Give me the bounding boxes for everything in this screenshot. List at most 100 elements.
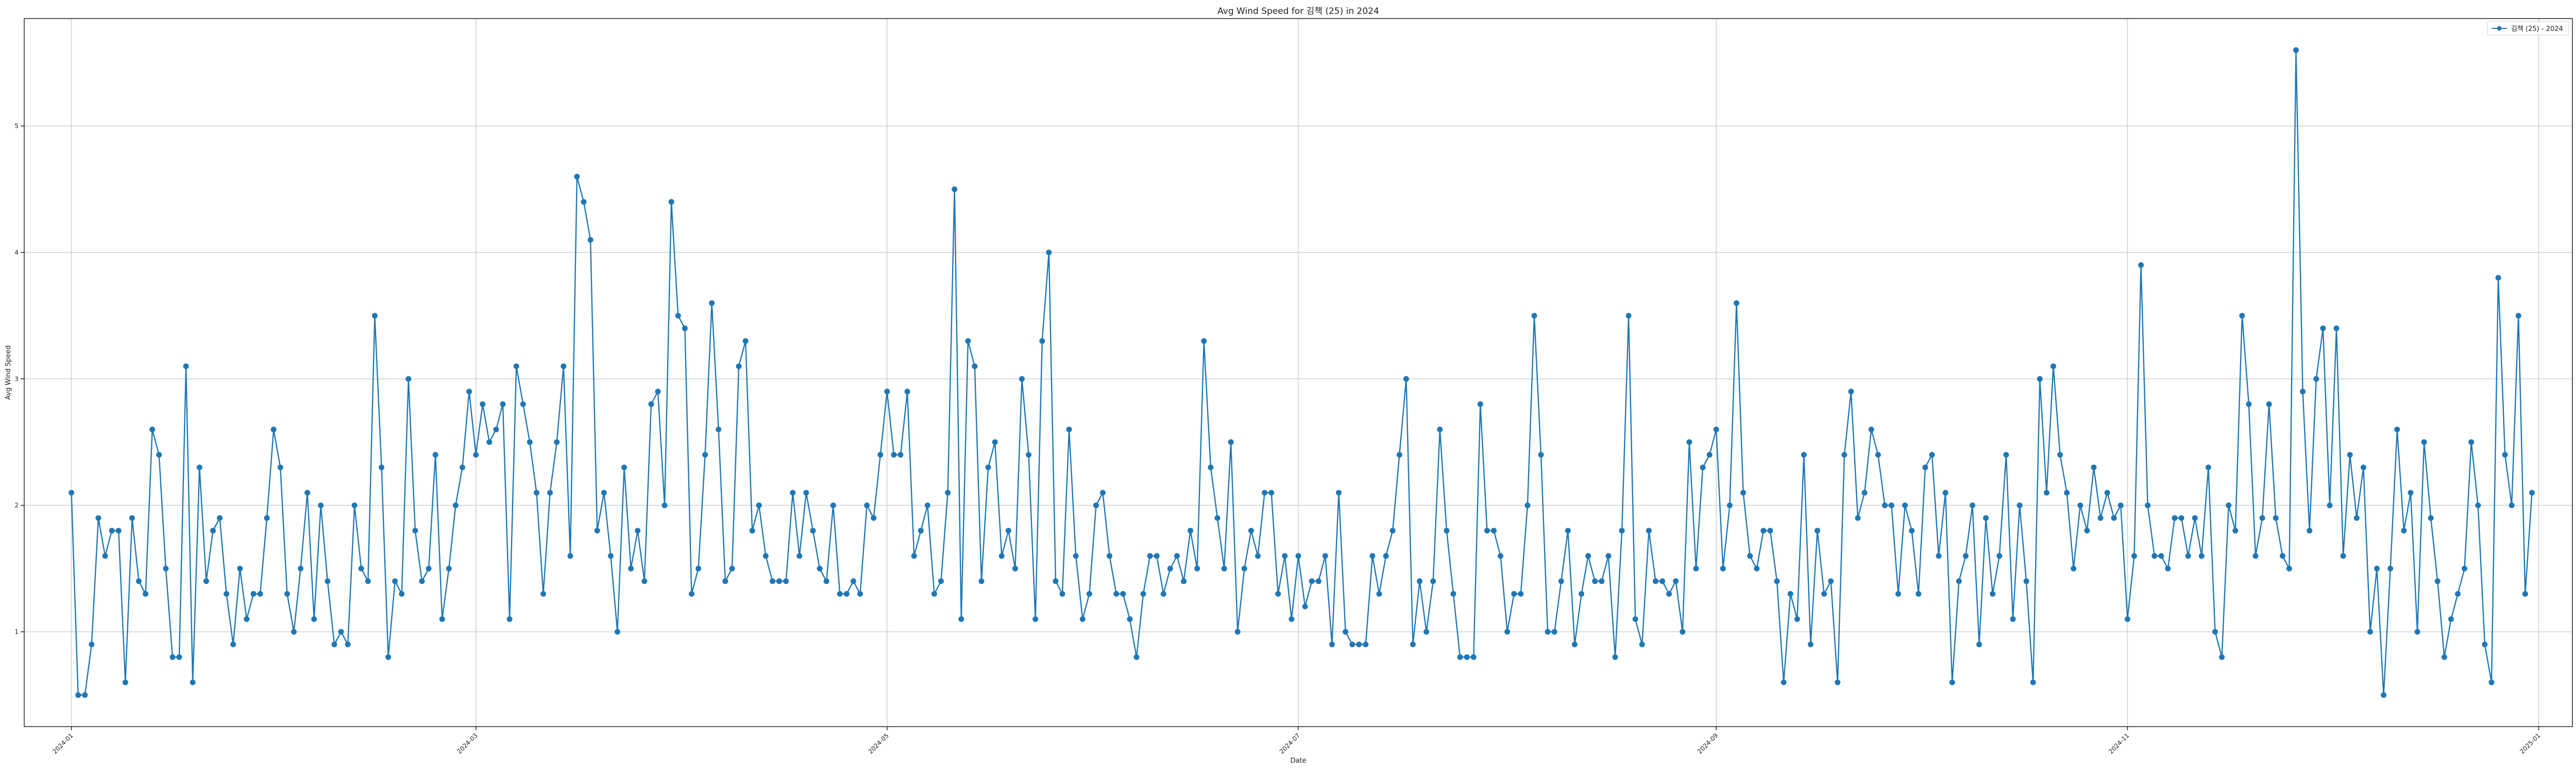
data-point xyxy=(2145,502,2151,509)
data-point xyxy=(540,591,546,597)
data-point xyxy=(1888,502,1894,509)
x-tick-label: 2024-07 xyxy=(1278,732,1301,755)
data-point xyxy=(1026,452,1032,458)
data-point xyxy=(2300,389,2306,395)
data-point xyxy=(547,490,553,496)
data-point xyxy=(1605,553,1612,559)
data-point xyxy=(419,578,425,584)
data-point xyxy=(264,515,270,521)
data-point xyxy=(607,553,614,559)
data-point xyxy=(2178,515,2184,521)
data-point xyxy=(628,565,634,572)
data-point xyxy=(2259,515,2265,521)
data-point xyxy=(2138,262,2144,268)
data-point xyxy=(817,565,823,572)
data-point xyxy=(2023,578,2029,584)
data-point xyxy=(1228,439,1234,445)
legend-marker-icon xyxy=(2497,26,2502,31)
data-point xyxy=(1868,426,1874,432)
data-point xyxy=(1295,553,1301,559)
data-point xyxy=(1133,654,1140,660)
data-point xyxy=(338,629,344,635)
data-point xyxy=(439,616,445,622)
data-point xyxy=(2084,528,2090,534)
x-tick-label: 2024-05 xyxy=(867,732,890,755)
data-point xyxy=(783,578,789,584)
data-point xyxy=(2077,502,2083,509)
data-point xyxy=(830,502,836,509)
data-point xyxy=(790,490,796,496)
data-point xyxy=(412,528,418,534)
data-point xyxy=(1558,578,1564,584)
data-point xyxy=(1592,578,1598,584)
data-point xyxy=(2502,452,2508,458)
data-point xyxy=(1423,629,1430,635)
data-point xyxy=(1706,452,1713,458)
data-point xyxy=(823,578,829,584)
data-point xyxy=(2003,452,2009,458)
data-point xyxy=(1383,553,1389,559)
data-point xyxy=(2394,426,2400,432)
data-point xyxy=(1821,591,1827,597)
data-point xyxy=(756,502,762,509)
data-point xyxy=(1066,426,1072,432)
data-point xyxy=(446,565,452,572)
x-axis-label: Date xyxy=(1290,757,1306,765)
data-point xyxy=(298,565,303,572)
data-point xyxy=(702,452,708,458)
data-point xyxy=(1700,464,1706,470)
data-point xyxy=(978,578,985,584)
data-point xyxy=(587,237,594,243)
data-point xyxy=(1511,591,1517,597)
data-point xyxy=(143,591,148,597)
data-point xyxy=(965,338,971,344)
data-point xyxy=(2428,515,2434,521)
series-layer xyxy=(69,47,2535,698)
chart-title: Avg Wind Speed for 김책 (25) in 2024 xyxy=(1217,6,1379,16)
data-point xyxy=(1970,502,1975,509)
data-point xyxy=(1039,338,1045,344)
data-point xyxy=(2353,515,2360,521)
data-point xyxy=(2381,692,2387,698)
data-point xyxy=(1942,490,1948,496)
data-point xyxy=(318,502,324,509)
data-point xyxy=(601,490,607,496)
data-point xyxy=(1417,578,1422,584)
data-point xyxy=(1046,249,1052,256)
data-point xyxy=(345,642,351,647)
data-point xyxy=(1349,642,1355,647)
data-point xyxy=(1437,426,1443,432)
data-point xyxy=(1032,616,1039,622)
data-point xyxy=(385,654,392,660)
data-point xyxy=(897,452,904,458)
data-point xyxy=(224,591,229,597)
data-point xyxy=(1612,654,1618,660)
data-point xyxy=(1531,313,1537,319)
data-point xyxy=(1686,439,1692,445)
data-point xyxy=(122,679,128,685)
x-tick-label: 2024-09 xyxy=(1696,732,1719,755)
data-point xyxy=(1781,679,1787,685)
data-point xyxy=(1747,553,1753,559)
data-point xyxy=(2401,528,2407,534)
data-point xyxy=(1760,528,1767,534)
data-point xyxy=(2307,528,2313,534)
data-point xyxy=(938,578,944,584)
data-point xyxy=(325,578,331,584)
data-point xyxy=(486,439,493,445)
data-point xyxy=(500,401,506,407)
data-point xyxy=(648,401,654,407)
data-point xyxy=(2064,490,2070,496)
data-point xyxy=(675,313,681,319)
legend-label: 김책 (25) - 2024 xyxy=(2511,25,2563,33)
data-point xyxy=(837,591,843,597)
data-point xyxy=(2374,565,2380,572)
data-point xyxy=(426,565,432,572)
data-point xyxy=(891,452,897,458)
data-point xyxy=(1835,679,1841,685)
data-point xyxy=(331,642,337,647)
data-point xyxy=(1147,553,1153,559)
data-point xyxy=(1861,490,1868,496)
data-point xyxy=(2468,439,2475,445)
